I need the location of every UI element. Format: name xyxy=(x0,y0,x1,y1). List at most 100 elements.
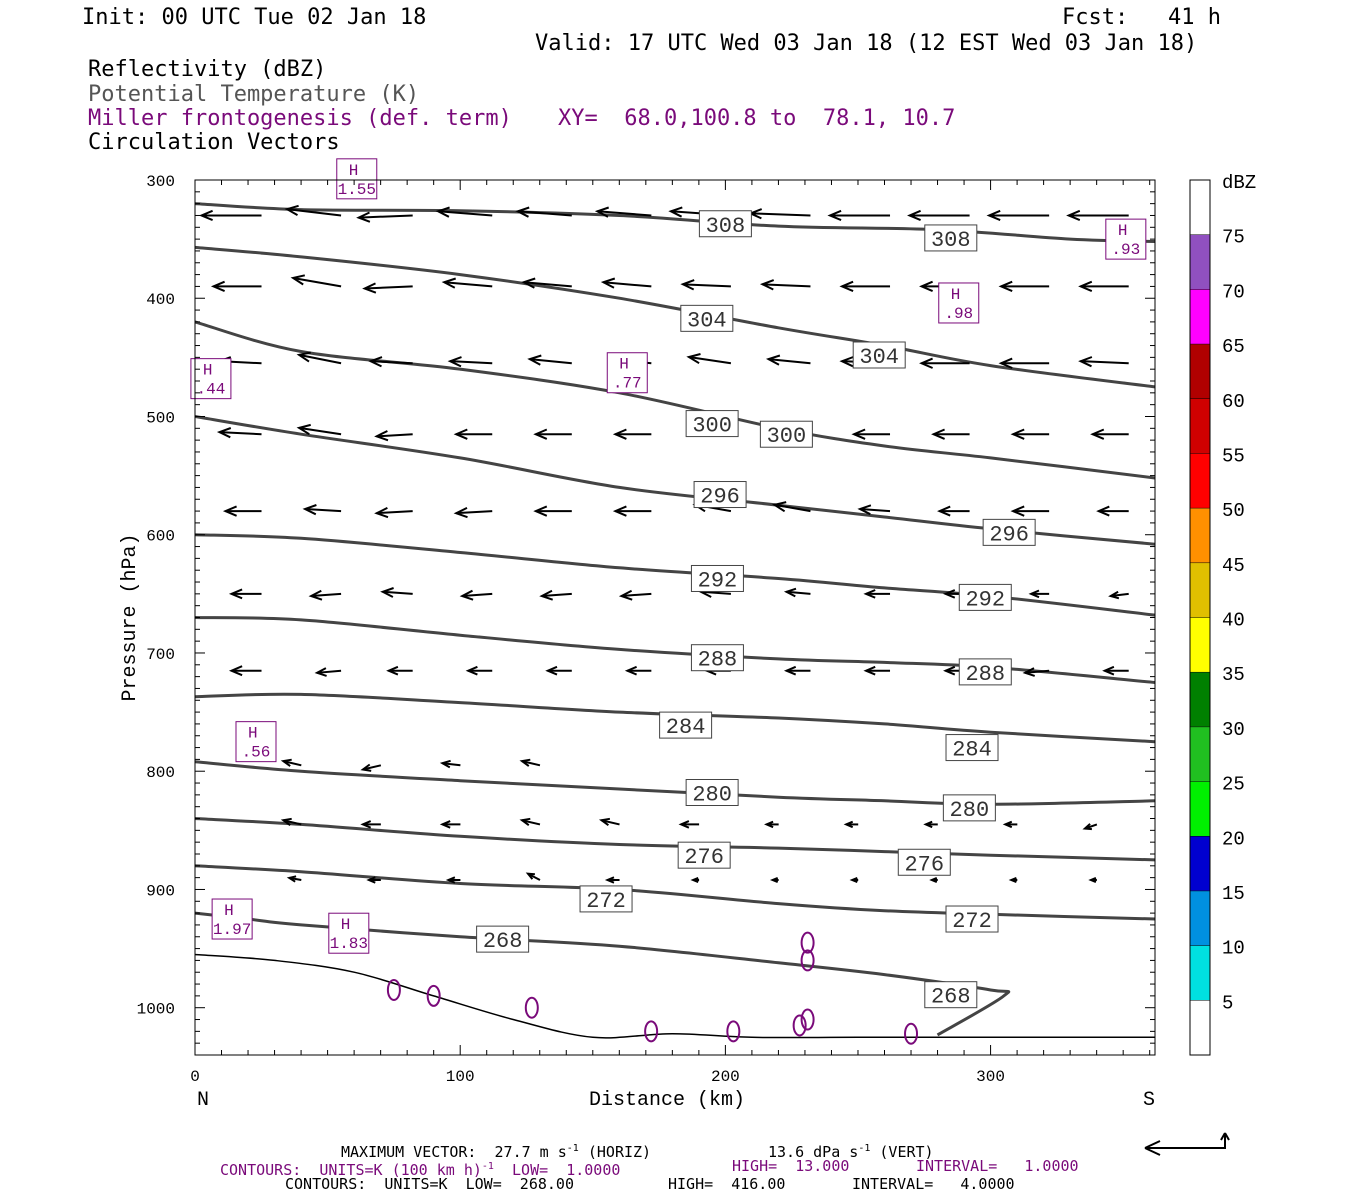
colorbar-tick-label: 40 xyxy=(1222,610,1245,632)
frontogenesis-contour-info: CONTOURS: UNITS=K (100 km h)-1 LOW= 1.00… xyxy=(220,1158,620,1179)
circulation-vector xyxy=(750,212,811,217)
x-tick-label: 300 xyxy=(976,1068,1005,1086)
theta-label-box xyxy=(476,925,530,953)
theta-label-box xyxy=(579,885,633,913)
vector-head xyxy=(360,763,372,772)
vector-head xyxy=(314,667,327,677)
vector-head xyxy=(686,353,701,365)
fg-high: HIGH= 13.000 xyxy=(732,1157,850,1175)
vector-head xyxy=(1090,428,1105,440)
vector-head xyxy=(515,206,530,218)
max-vector-vert-value: 13.6 dPa s xyxy=(768,1143,859,1161)
colorbar-tick-label: 20 xyxy=(1222,828,1245,850)
vector-head xyxy=(519,758,531,767)
theta-label-280: 280 xyxy=(950,798,990,823)
colorbar-tick-label: 65 xyxy=(1222,336,1245,358)
frontogenesis-contour xyxy=(800,931,815,954)
vector-head xyxy=(943,589,956,599)
frontogenesis-contours xyxy=(386,931,919,1045)
horiz-label: (HORIZ) xyxy=(587,1143,652,1161)
vector-head xyxy=(222,505,237,517)
y-tick-label: 600 xyxy=(146,528,175,546)
maximum-marker: H xyxy=(619,356,629,374)
vector-head xyxy=(1170,878,1175,882)
vector-head xyxy=(533,505,548,517)
theta-label-304: 304 xyxy=(687,308,727,333)
circulation-vector xyxy=(370,360,413,365)
theta-label-284: 284 xyxy=(666,715,706,740)
colorbar-tick-label: 50 xyxy=(1222,500,1245,522)
theta-contour-280 xyxy=(195,760,1155,806)
vector-head xyxy=(863,589,876,599)
vector-head xyxy=(453,507,468,519)
valid-time: Valid: 17 UTC Wed 03 Jan 18 (12 EST Wed … xyxy=(535,31,1198,56)
circulation-vector xyxy=(603,281,652,288)
vector-head xyxy=(851,428,866,440)
vector-head xyxy=(441,277,457,289)
north-end-label: N xyxy=(197,1089,209,1112)
circulation-vector xyxy=(382,590,413,595)
y-tick-label: 400 xyxy=(146,291,175,309)
field-reflectivity: Reflectivity (dBZ) xyxy=(88,57,327,82)
vector-head xyxy=(527,354,542,366)
vector-head xyxy=(1078,280,1093,293)
theta-label-304: 304 xyxy=(859,345,899,370)
theta-label-296: 296 xyxy=(700,485,740,510)
vector-head xyxy=(362,282,377,294)
south-end-label: S xyxy=(1143,1089,1155,1112)
circulation-vector xyxy=(601,819,620,826)
vector-head xyxy=(1088,876,1097,884)
vector-head xyxy=(986,209,1001,222)
maximum-box xyxy=(211,898,253,940)
vector-head xyxy=(1008,876,1017,884)
vector-head xyxy=(210,280,225,293)
colorbar-segment xyxy=(1190,945,1210,1001)
maximum-value: .98 xyxy=(944,305,973,323)
vector-head xyxy=(604,876,615,884)
vector-head xyxy=(439,820,451,829)
vector-head xyxy=(366,876,376,884)
theta-label-284: 284 xyxy=(952,738,992,763)
vector-head xyxy=(843,820,854,829)
circulation-vector xyxy=(362,764,382,771)
vector-head xyxy=(459,589,474,601)
colorbar-tick-label: 60 xyxy=(1222,391,1245,413)
vector-head xyxy=(771,501,787,513)
theta-label-box xyxy=(942,794,996,822)
maximum-box xyxy=(1105,218,1147,260)
circulation-vector xyxy=(376,510,413,515)
colorbar-tick-label: 10 xyxy=(1222,938,1245,960)
colorbar-segment xyxy=(1190,726,1210,782)
vector-head xyxy=(521,277,536,289)
theta-label-272: 272 xyxy=(952,909,992,934)
vector-head xyxy=(863,665,876,676)
circulation-vector xyxy=(1025,669,1050,674)
vector-head xyxy=(783,665,797,676)
axes: 300 400 500 600 700 800 900 1000 0 100 200 300 N S Dis… xyxy=(119,173,1155,1112)
maximum-value: .93 xyxy=(1111,241,1140,259)
vector-head xyxy=(280,817,292,827)
y-tick-label: 300 xyxy=(146,173,175,191)
theta-label-308: 308 xyxy=(931,228,971,253)
frontogenesis-contour xyxy=(800,949,815,972)
vector-head xyxy=(612,428,627,440)
colorbar-segment xyxy=(1190,617,1210,673)
frontogenesis-contour xyxy=(904,1022,919,1045)
theta-label-box xyxy=(693,481,747,509)
theta-labels: 308 308 304 304 300 300 296 296 292 292 288 288 284 2… xyxy=(476,210,1036,1010)
maximum-marker: H xyxy=(349,162,359,180)
circulation-vector xyxy=(517,210,572,217)
theta-label-box xyxy=(685,779,739,806)
vector-head xyxy=(290,274,306,286)
theta-label-box xyxy=(659,711,713,739)
theta-label-268: 268 xyxy=(483,929,523,954)
maximum-marker: H xyxy=(1118,222,1128,240)
theta-label-276: 276 xyxy=(904,852,944,877)
vector-head xyxy=(539,589,554,601)
colorbar-tick-label: 55 xyxy=(1222,445,1245,467)
maximum-marker: H xyxy=(248,725,258,743)
vector-head xyxy=(465,665,478,676)
vector-head xyxy=(923,820,933,829)
colorbar: 75 70 65 60 55 50 45 40 35 30 25 20 15 10 5 dBZ xyxy=(1189,172,1256,1056)
vector-head xyxy=(1078,356,1093,368)
